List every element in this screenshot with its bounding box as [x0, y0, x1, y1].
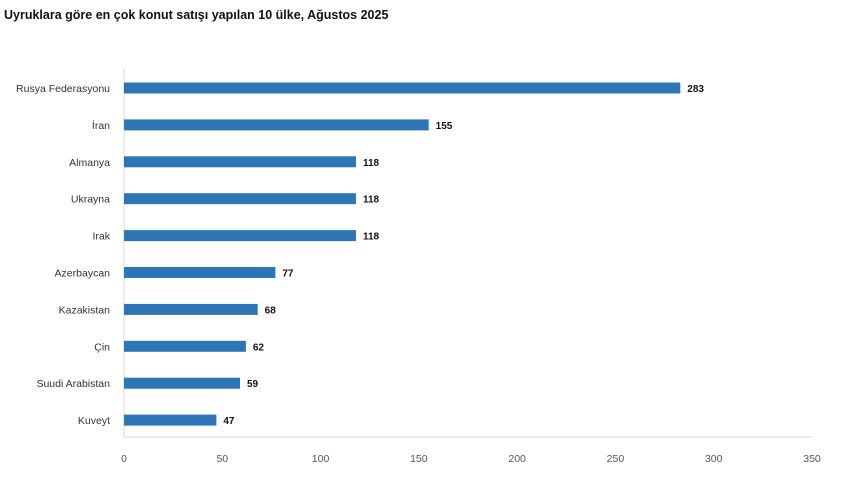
bar [124, 340, 246, 352]
x-tick-label: 0 [121, 453, 127, 465]
category-label: İran [92, 119, 110, 132]
value-label: 47 [223, 416, 235, 427]
x-tick-label: 50 [216, 453, 228, 465]
value-label: 59 [247, 379, 259, 390]
x-tick-label: 300 [705, 453, 723, 465]
category-label: Irak [92, 231, 110, 243]
category-label: Azerbaycan [55, 268, 111, 280]
bar [124, 82, 681, 94]
x-tick-label: 100 [312, 453, 330, 465]
category-label: Rusya Federasyonu [16, 83, 110, 95]
value-label: 155 [436, 121, 453, 132]
x-tick-label: 200 [508, 453, 526, 465]
value-label: 118 [363, 158, 380, 169]
category-label: Ukrayna [71, 194, 110, 206]
bar [124, 193, 356, 205]
category-label: Almanya [69, 157, 110, 169]
bar [124, 267, 276, 278]
bar [124, 414, 217, 426]
value-label: 62 [253, 342, 265, 353]
bar [124, 303, 258, 315]
bar [124, 230, 356, 242]
category-label: Kuveyt [78, 415, 110, 427]
value-label: 118 [363, 232, 380, 243]
x-tick-label: 250 [607, 453, 625, 465]
value-label: 77 [282, 269, 294, 280]
x-tick-label: 350 [803, 453, 821, 465]
value-label: 68 [265, 305, 277, 316]
bar [124, 119, 429, 131]
category-label: Suudi Arabistan [36, 378, 110, 390]
x-tick-label: 150 [410, 453, 428, 465]
bar [124, 377, 240, 389]
value-label: 283 [687, 84, 704, 95]
value-label: 118 [363, 195, 380, 206]
chart-title: Uyruklara göre en çok konut satışı yapıl… [4, 8, 389, 22]
bar [124, 156, 356, 168]
category-label: Çin [94, 341, 110, 353]
category-label: Kazakistan [59, 304, 111, 316]
